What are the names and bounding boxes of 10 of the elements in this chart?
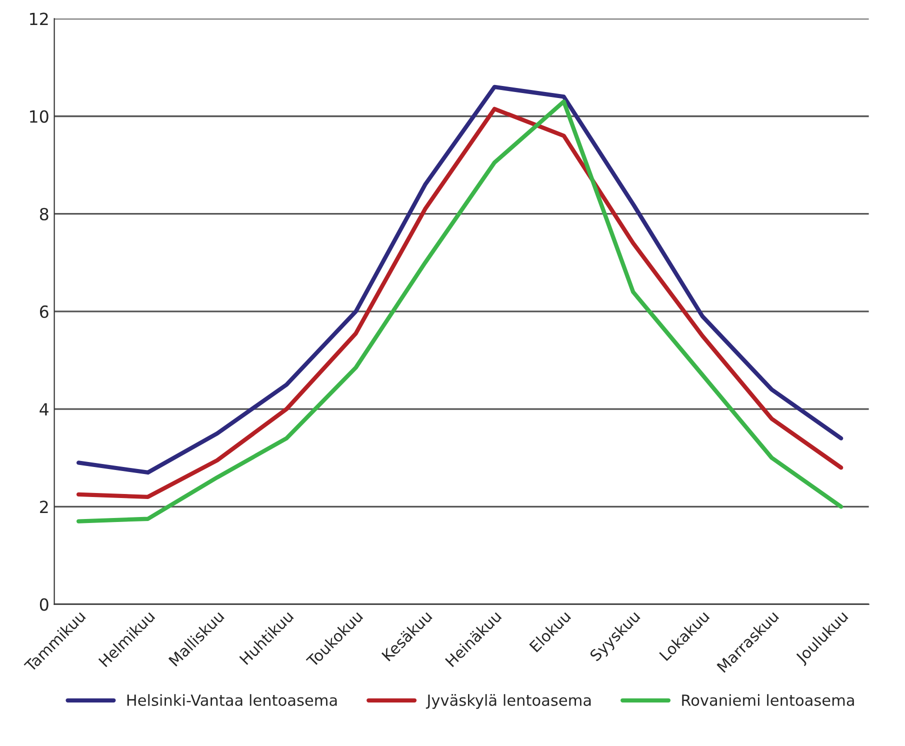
y-tick-label: 6 <box>40 305 48 318</box>
y-tick-label: 10 <box>30 110 48 123</box>
legend-label: Helsinki-Vantaa lentoasema <box>127 694 337 706</box>
y-tick-label: 4 <box>40 403 49 416</box>
legend-label: Jyväskylä lentoasema <box>426 694 591 709</box>
y-tick-label: 12 <box>30 12 48 25</box>
y-tick-label: 2 <box>40 500 48 513</box>
y-tick-label: 8 <box>40 208 48 220</box>
y-tick-label: 0 <box>40 598 48 611</box>
legend-label: Rovaniemi lentoasema <box>682 694 854 706</box>
